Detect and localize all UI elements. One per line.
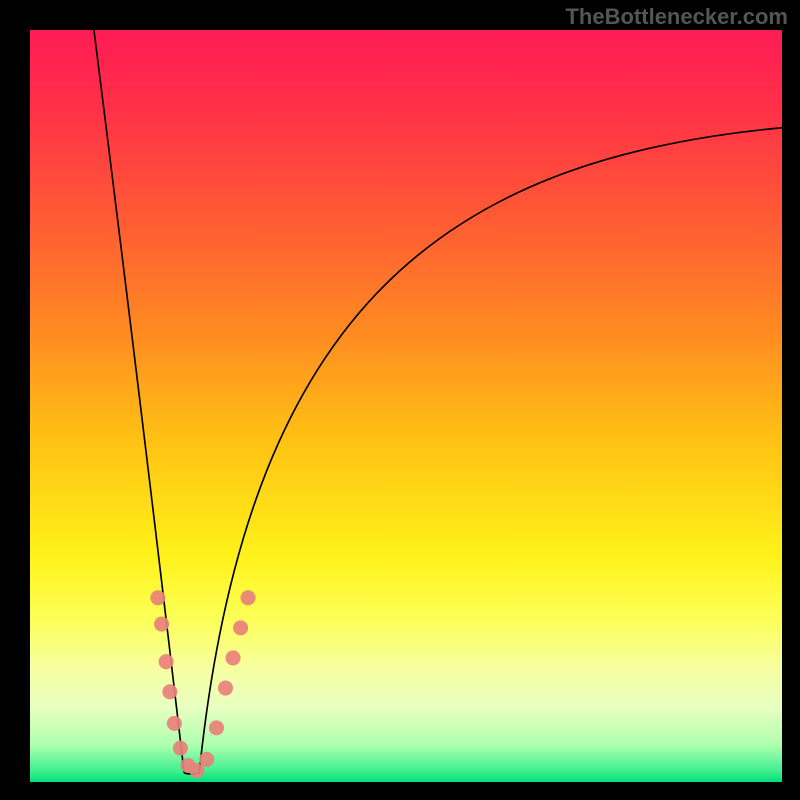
data-marker bbox=[241, 590, 256, 605]
watermark-text: TheBottlenecker.com bbox=[565, 4, 788, 30]
bottleneck-curve bbox=[30, 30, 782, 782]
data-marker bbox=[162, 684, 177, 699]
data-marker bbox=[218, 680, 233, 695]
data-marker bbox=[209, 720, 224, 735]
data-marker bbox=[226, 650, 241, 665]
data-marker bbox=[150, 590, 165, 605]
curve-right-branch bbox=[199, 128, 782, 773]
plot-area bbox=[30, 30, 782, 782]
data-markers bbox=[150, 590, 255, 778]
chart-frame: TheBottlenecker.com bbox=[0, 0, 800, 800]
data-marker bbox=[233, 620, 248, 635]
data-marker bbox=[173, 741, 188, 756]
data-marker bbox=[167, 716, 182, 731]
data-marker bbox=[154, 617, 169, 632]
data-marker bbox=[199, 752, 214, 767]
data-marker bbox=[159, 654, 174, 669]
